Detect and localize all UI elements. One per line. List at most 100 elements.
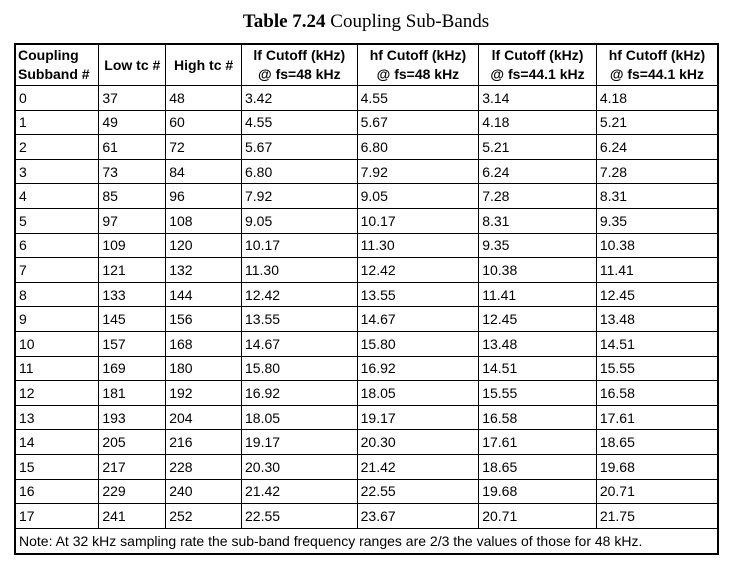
table-cell: 0 (14, 85, 100, 111)
table-cell: 14.51 (595, 330, 719, 357)
table-cell: 240 (165, 478, 242, 505)
table-footer: Note: At 32 kHz sampling rate the sub-ba… (14, 527, 719, 555)
table-cell: 16.58 (595, 380, 719, 406)
table-cell: 84 (165, 158, 242, 185)
table-cell: 15.80 (241, 355, 358, 382)
table-cell: 120 (165, 232, 242, 259)
table-body: 0 37 48 3.42 4.55 3.14 4.18 1 49 60 4.55 5.67 4.18 5.… (14, 85, 719, 529)
table-cell: 204 (165, 404, 242, 431)
table-cell: 10.17 (241, 232, 358, 259)
table-cell: 11.41 (478, 281, 597, 308)
table-cell: 22.55 (241, 503, 358, 529)
table-cell: 4 (14, 183, 100, 209)
table-cell: 6 (14, 232, 100, 259)
table-row: 7 121 132 11.30 12.42 10.38 11.41 (14, 257, 719, 283)
table-row: 11 169 180 15.80 16.92 14.51 15.55 (14, 355, 719, 382)
table-cell: 15.80 (356, 330, 480, 357)
table-cell: 22.55 (356, 478, 480, 505)
table-cell: 96 (165, 183, 242, 209)
table-cell: 5.21 (595, 109, 719, 136)
table-cell: 20.71 (595, 478, 719, 505)
table-header: Coupling Subband # Low tc # High tc # lf Cut… (14, 43, 719, 86)
table-cell: 7 (14, 257, 100, 283)
column-header-line: @ fs=48 kHz (258, 66, 341, 82)
column-header-line: lf Cutoff (kHz) (253, 47, 346, 63)
table-cell: 20.30 (241, 453, 358, 480)
table-cell: 20.30 (356, 429, 480, 455)
table-cell: 205 (98, 429, 167, 455)
column-header-line: lf Cutoff (kHz) (491, 47, 584, 63)
table-cell: 133 (98, 281, 167, 308)
table-cell: 5.21 (478, 134, 597, 160)
table-cell: 18.05 (241, 404, 358, 431)
table-cell: 145 (98, 306, 167, 332)
table-cell: 132 (165, 257, 242, 283)
table-cell: 241 (98, 503, 167, 529)
column-header-line: @ fs=44.1 kHz (490, 66, 585, 82)
table-cell: 19.68 (478, 478, 597, 505)
table-cell: 13.55 (241, 306, 358, 332)
table-cell: 6.24 (478, 158, 597, 185)
column-header-line: @ fs=48 kHz (376, 66, 460, 82)
table-row: 16 229 240 21.42 22.55 19.68 20.71 (14, 478, 719, 505)
table-cell: 16.58 (478, 404, 597, 431)
table-cell: 20.71 (478, 503, 597, 529)
table-cell: 11.41 (595, 257, 719, 283)
table-cell: 18.65 (478, 453, 597, 480)
table-cell: 19.17 (241, 429, 358, 455)
table-cell: 9.05 (356, 183, 480, 209)
table-cell: 17.61 (478, 429, 597, 455)
table-cell: 10.17 (356, 207, 480, 234)
table-cell: 7.28 (595, 158, 719, 185)
table-cell: 13 (14, 404, 100, 431)
table-cell: 85 (98, 183, 167, 209)
column-header: lf Cutoff (kHz) @ fs=44.1 kHz (478, 43, 597, 86)
table-cell: 12.45 (478, 306, 597, 332)
table-cell: 216 (165, 429, 242, 455)
table-cell: 109 (98, 232, 167, 259)
table-row: 17 241 252 22.55 23.67 20.71 21.75 (14, 503, 719, 529)
table-cell: 252 (165, 503, 242, 529)
table-cell: 10.38 (595, 232, 719, 259)
table-cell: 15.55 (478, 380, 597, 406)
table-row: 5 97 108 9.05 10.17 8.31 9.35 (14, 207, 719, 234)
table-cell: 48 (165, 85, 242, 111)
table-note: Note: At 32 kHz sampling rate the sub-ba… (14, 527, 719, 555)
table-cell: 21.42 (356, 453, 480, 480)
table-row: 2 61 72 5.67 6.80 5.21 6.24 (14, 134, 719, 160)
table-cell: 4.55 (356, 85, 480, 111)
table-row: 10 157 168 14.67 15.80 13.48 14.51 (14, 330, 719, 357)
table-cell: 13.55 (356, 281, 480, 308)
table-caption: Table 7.24 Coupling Sub-Bands (0, 10, 732, 34)
table-cell: 9.35 (595, 207, 719, 234)
table-cell: 6.24 (595, 134, 719, 160)
table-cell: 168 (165, 330, 242, 357)
table-cell: 73 (98, 158, 167, 185)
table-cell: 5.67 (241, 134, 358, 160)
table-cell: 19.17 (356, 404, 480, 431)
column-header: hf Cutoff (kHz) @ fs=44.1 kHz (595, 43, 719, 86)
table-cell: 49 (98, 109, 167, 136)
table-cell: 2 (14, 134, 100, 160)
column-header: hf Cutoff (kHz) @ fs=48 kHz (356, 43, 480, 86)
table-cell: 16.92 (356, 355, 480, 382)
table-cell: 18.05 (356, 380, 480, 406)
table-cell: 228 (165, 453, 242, 480)
table-cell: 192 (165, 380, 242, 406)
table-cell: 6.80 (356, 134, 480, 160)
table-cell: 193 (98, 404, 167, 431)
column-header: Coupling Subband # (14, 43, 100, 86)
table-cell: 12.42 (241, 281, 358, 308)
table-cell: 6.80 (241, 158, 358, 185)
table-cell: 8.31 (478, 207, 597, 234)
table-cell: 108 (165, 207, 242, 234)
table-cell: 3.14 (478, 85, 597, 111)
table-cell: 4.55 (241, 109, 358, 136)
note-row: Note: At 32 kHz sampling rate the sub-ba… (14, 527, 719, 555)
table-cell: 10 (14, 330, 100, 357)
table-cell: 181 (98, 380, 167, 406)
column-header: High tc # (165, 43, 242, 86)
table-cell: 1 (14, 109, 100, 136)
coupling-subbands-table: Coupling Subband # Low tc # High tc # lf Cut… (14, 43, 719, 555)
table-cell: 13.48 (595, 306, 719, 332)
